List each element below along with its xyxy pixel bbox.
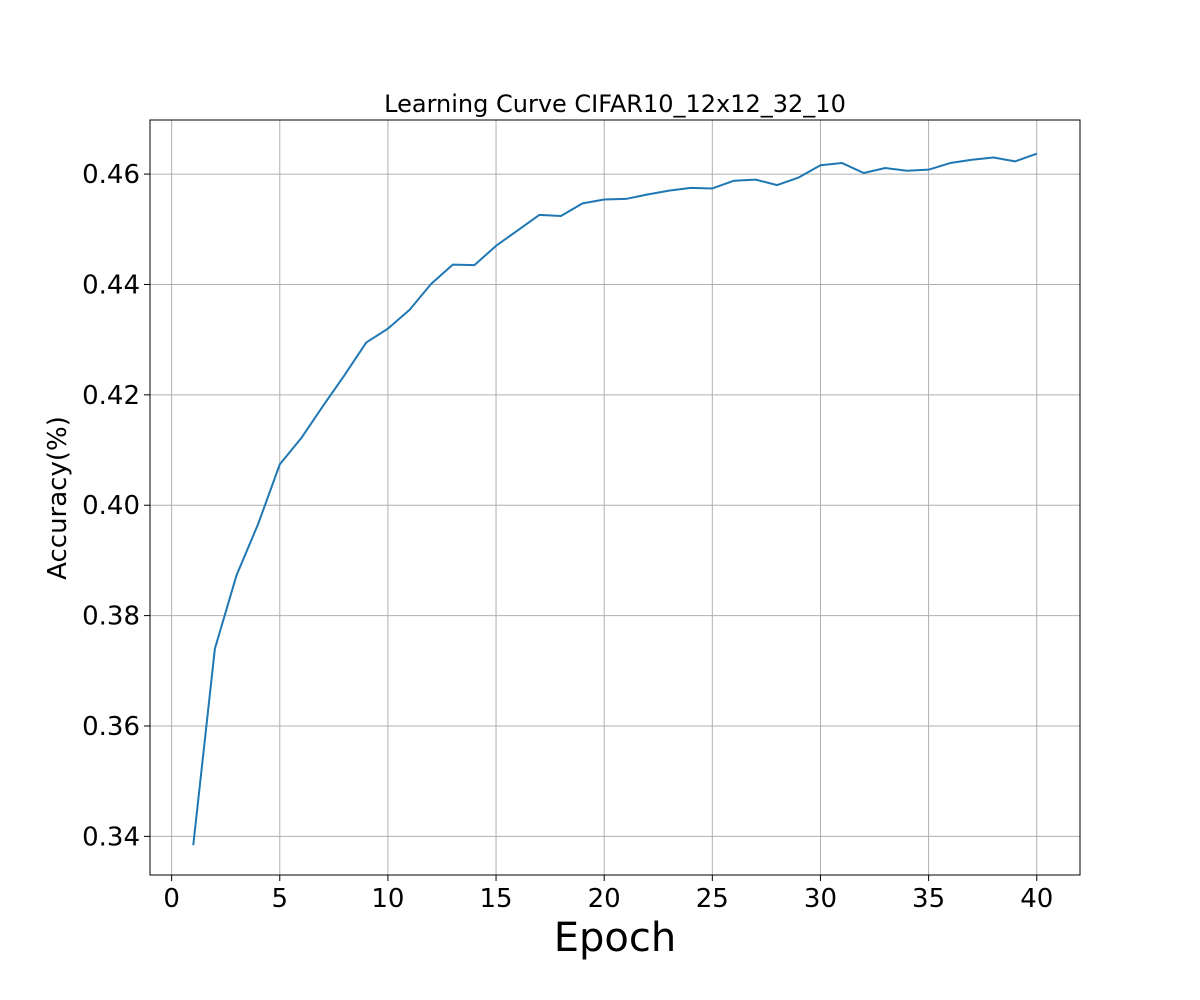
data-point [710, 186, 714, 190]
data-point [429, 282, 433, 286]
data-point [732, 179, 736, 183]
data-point [689, 186, 693, 190]
data-point [213, 647, 217, 651]
y-axis-label: Accuracy(%) [43, 416, 73, 580]
data-point [581, 201, 585, 205]
x-tick-label: 0 [163, 884, 180, 914]
data-point [408, 308, 412, 312]
data-point [948, 161, 952, 165]
data-point [559, 214, 563, 218]
data-point [624, 197, 628, 201]
data-point [451, 263, 455, 267]
data-point [797, 175, 801, 179]
data-point [862, 171, 866, 175]
data-point [818, 163, 822, 167]
y-tick-label: 0.34 [82, 822, 140, 852]
data-point [516, 228, 520, 232]
plot-area-frame [149, 119, 1081, 876]
x-tick-label: 10 [371, 884, 404, 914]
grid-lines [150, 120, 1080, 875]
y-tick-label: 0.44 [82, 270, 140, 300]
x-tick-label: 35 [912, 884, 945, 914]
x-axis-label: Epoch [554, 915, 676, 961]
x-tick-label: 30 [804, 884, 837, 914]
data-point [775, 183, 779, 187]
x-tick-label: 15 [479, 884, 512, 914]
x-tick-label: 40 [1020, 884, 1053, 914]
data-point [1013, 159, 1017, 163]
data-point [299, 436, 303, 440]
y-tick-label: 0.46 [82, 160, 140, 190]
data-point [927, 168, 931, 172]
x-tick-label: 5 [271, 884, 288, 914]
data-point [667, 189, 671, 193]
chart-title: Learning Curve CIFAR10_12x12_32_10 [384, 90, 846, 118]
data-point [235, 573, 239, 577]
data-point [472, 263, 476, 267]
data-point [1035, 152, 1039, 156]
x-tick-label: 20 [588, 884, 621, 914]
axis-ticks: 0 5 10 15 20 25 30 35 40 0.34 0.36 0.38 0.40 0.42 0.44… [82, 160, 1053, 914]
data-point [537, 213, 541, 217]
y-tick-label: 0.40 [82, 491, 140, 521]
data-point [343, 373, 347, 377]
data-point [905, 169, 909, 173]
series-layer [191, 152, 1039, 847]
data-point [386, 327, 390, 331]
data-point [191, 843, 195, 847]
data-point [364, 340, 368, 344]
accuracy-series-line [192, 152, 1038, 846]
data-point [494, 244, 498, 248]
x-tick-label: 25 [696, 884, 729, 914]
y-tick-label: 0.42 [82, 381, 140, 411]
data-point [970, 158, 974, 162]
data-point [991, 156, 995, 160]
data-point [754, 178, 758, 182]
data-point [840, 161, 844, 165]
data-point [883, 166, 887, 170]
data-point [278, 462, 282, 466]
data-point [645, 193, 649, 197]
data-point [602, 197, 606, 201]
y-tick-label: 0.36 [82, 712, 140, 742]
data-point [321, 404, 325, 408]
y-tick-label: 0.38 [82, 602, 140, 632]
data-point [256, 522, 260, 526]
